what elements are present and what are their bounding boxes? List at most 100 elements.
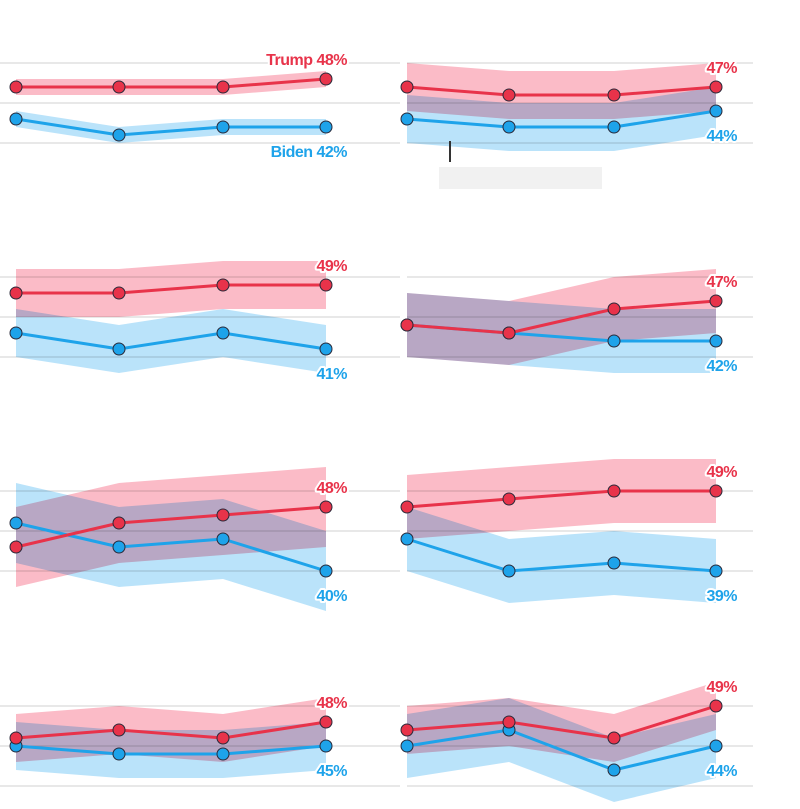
trump-point — [709, 80, 723, 94]
biden-end-label: 40% — [316, 588, 347, 605]
bands — [407, 682, 716, 802]
biden-point — [9, 516, 23, 530]
trump-end-label: 48% — [316, 480, 347, 497]
bands — [16, 467, 326, 611]
biden-point — [607, 120, 621, 134]
trump-point — [709, 699, 723, 713]
trump-end-label: 49% — [706, 464, 737, 481]
trump-point — [216, 731, 230, 745]
biden-point — [400, 532, 414, 546]
trump-end-label: 49% — [706, 679, 737, 696]
trump-point — [607, 484, 621, 498]
trump-end-label: 47% — [706, 274, 737, 291]
trump-end-label: Trump 48% — [266, 52, 347, 69]
biden-point — [400, 112, 414, 126]
biden-point — [709, 104, 723, 118]
biden-end-label: 44% — [706, 763, 737, 780]
trump-point — [9, 286, 23, 300]
trump-line — [16, 283, 326, 295]
biden-point — [502, 564, 516, 578]
biden-margin-band — [16, 483, 326, 611]
biden-margin-band — [407, 293, 716, 373]
trump-point — [400, 723, 414, 737]
biden-point — [9, 326, 23, 340]
panel-7: 48% 45% — [0, 693, 400, 787]
trump-point — [216, 80, 230, 94]
biden-margin-band — [407, 507, 716, 603]
trump-point — [319, 278, 333, 292]
biden-point — [709, 564, 723, 578]
trump-margin-band — [407, 459, 716, 539]
trump-line — [406, 85, 717, 97]
biden-end-label: 42% — [706, 358, 737, 375]
biden-point — [607, 556, 621, 570]
trump-point — [319, 715, 333, 729]
biden-point — [216, 326, 230, 340]
trump-point — [319, 500, 333, 514]
trump-point — [319, 72, 333, 86]
biden-point — [112, 540, 126, 554]
trump-point — [400, 80, 414, 94]
biden-point — [319, 120, 333, 134]
biden-point — [112, 342, 126, 356]
trump-point — [607, 302, 621, 316]
trump-point — [502, 715, 516, 729]
bands — [16, 698, 326, 778]
biden-point — [216, 747, 230, 761]
trump-point — [607, 88, 621, 102]
trump-point — [112, 286, 126, 300]
panel-5: 48% 40% — [0, 467, 400, 611]
trump-line — [16, 77, 327, 89]
biden-point — [112, 747, 126, 761]
biden-end-label: 39% — [706, 588, 737, 605]
bands — [16, 71, 326, 143]
biden-line — [406, 109, 717, 129]
trump-line — [406, 299, 717, 335]
biden-point — [319, 739, 333, 753]
biden-end-label: 45% — [316, 763, 347, 780]
trump-point — [502, 88, 516, 102]
biden-point — [319, 564, 333, 578]
biden-point — [112, 128, 126, 142]
panel-4: 47% 42% — [400, 269, 753, 377]
bands — [407, 269, 716, 373]
trump-point — [216, 278, 230, 292]
panel-3: 49% 41% — [0, 256, 400, 385]
panel-1: Trump 48% Biden 42% — [0, 50, 400, 163]
panel-6: 49% 39% — [400, 459, 753, 607]
trump-margin-band — [16, 71, 326, 95]
trump-point — [9, 80, 23, 94]
trump-line — [15, 720, 327, 740]
trump-point — [9, 540, 23, 554]
trump-point — [112, 80, 126, 94]
biden-margin-band — [16, 111, 326, 143]
annotation-tick — [449, 141, 451, 162]
biden-point — [607, 334, 621, 348]
biden-point — [319, 342, 333, 356]
biden-end-label: 44% — [706, 128, 737, 145]
biden-point — [216, 532, 230, 546]
biden-margin-band — [16, 722, 326, 778]
panel-2: 47% 44% — [400, 58, 753, 151]
panel-8: 49% 44% — [400, 677, 753, 802]
biden-line — [15, 117, 326, 137]
trump-point — [9, 731, 23, 745]
biden-point — [400, 739, 414, 753]
biden-point — [502, 120, 516, 134]
trump-point — [709, 294, 723, 308]
biden-line — [406, 728, 717, 772]
biden-end-label: 41% — [316, 366, 347, 383]
biden-end-label: Biden 42% — [271, 144, 348, 161]
bands — [407, 63, 716, 151]
trump-point — [216, 508, 230, 522]
annotation-placeholder-box — [439, 167, 602, 189]
trump-end-label: 47% — [706, 60, 737, 77]
trump-line — [15, 505, 327, 549]
trump-point — [502, 492, 516, 506]
biden-point — [607, 763, 621, 777]
trump-end-label: 49% — [316, 258, 347, 275]
trump-line — [406, 704, 717, 740]
biden-point — [709, 739, 723, 753]
biden-margin-band — [407, 87, 716, 151]
